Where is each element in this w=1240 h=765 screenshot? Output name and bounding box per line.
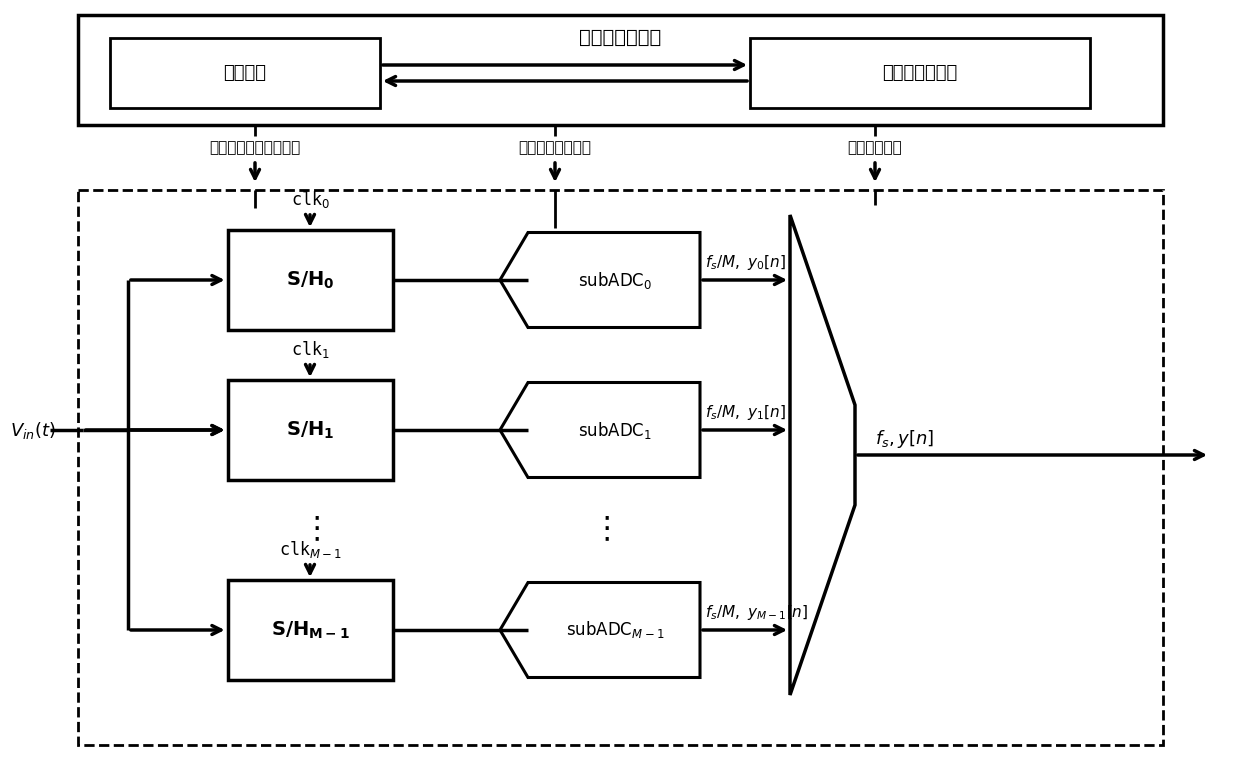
Text: $\vdots$: $\vdots$ [590, 516, 609, 545]
Text: $V_{in}(t)$: $V_{in}(t)$ [10, 419, 56, 441]
Text: clk$_1$: clk$_1$ [290, 339, 330, 360]
Text: subADC$_1$: subADC$_1$ [578, 419, 652, 441]
Bar [227, 380, 393, 480]
Polygon shape [500, 233, 701, 327]
Text: $\mathbf{S/H_{M-1}}$: $\mathbf{S/H_{M-1}}$ [270, 620, 350, 640]
Text: subADC$_{M-1}$: subADC$_{M-1}$ [565, 620, 665, 640]
Text: $f_s/M,\ y_0[n]$: $f_s/M,\ y_0[n]$ [706, 253, 786, 272]
Text: 随机调度控制器: 随机调度控制器 [883, 64, 957, 82]
Text: $f_s/M,\ y_1[n]$: $f_s/M,\ y_1[n]$ [706, 403, 786, 422]
Text: 空闲队列: 空闲队列 [223, 64, 267, 82]
Text: $\mathbf{S/H_0}$: $\mathbf{S/H_0}$ [285, 269, 335, 291]
Bar [227, 580, 393, 680]
Text: subADC$_0$: subADC$_0$ [578, 269, 652, 291]
Text: 量化通道调度器: 量化通道调度器 [579, 28, 662, 47]
Polygon shape [500, 582, 701, 678]
Bar [227, 230, 393, 330]
Text: $f_s/M,\ y_{M-1}[n]$: $f_s/M,\ y_{M-1}[n]$ [706, 603, 808, 622]
Text: $f_s, y[n]$: $f_s, y[n]$ [875, 428, 934, 450]
Bar [750, 38, 1090, 108]
Text: 随机截断控制信号: 随机截断控制信号 [518, 141, 591, 155]
Bar [110, 38, 379, 108]
Text: 随机通道选择时钟信号: 随机通道选择时钟信号 [210, 141, 300, 155]
Text: $\vdots$: $\vdots$ [300, 516, 320, 545]
Text: $\mathbf{S/H_1}$: $\mathbf{S/H_1}$ [286, 419, 334, 441]
Text: clk$_{M-1}$: clk$_{M-1}$ [279, 539, 341, 560]
Bar [78, 15, 1163, 125]
Text: 数据选择信号: 数据选择信号 [848, 141, 903, 155]
Polygon shape [500, 382, 701, 477]
Polygon shape [790, 215, 856, 695]
Text: clk$_0$: clk$_0$ [290, 189, 330, 210]
Bar [78, 190, 1163, 745]
